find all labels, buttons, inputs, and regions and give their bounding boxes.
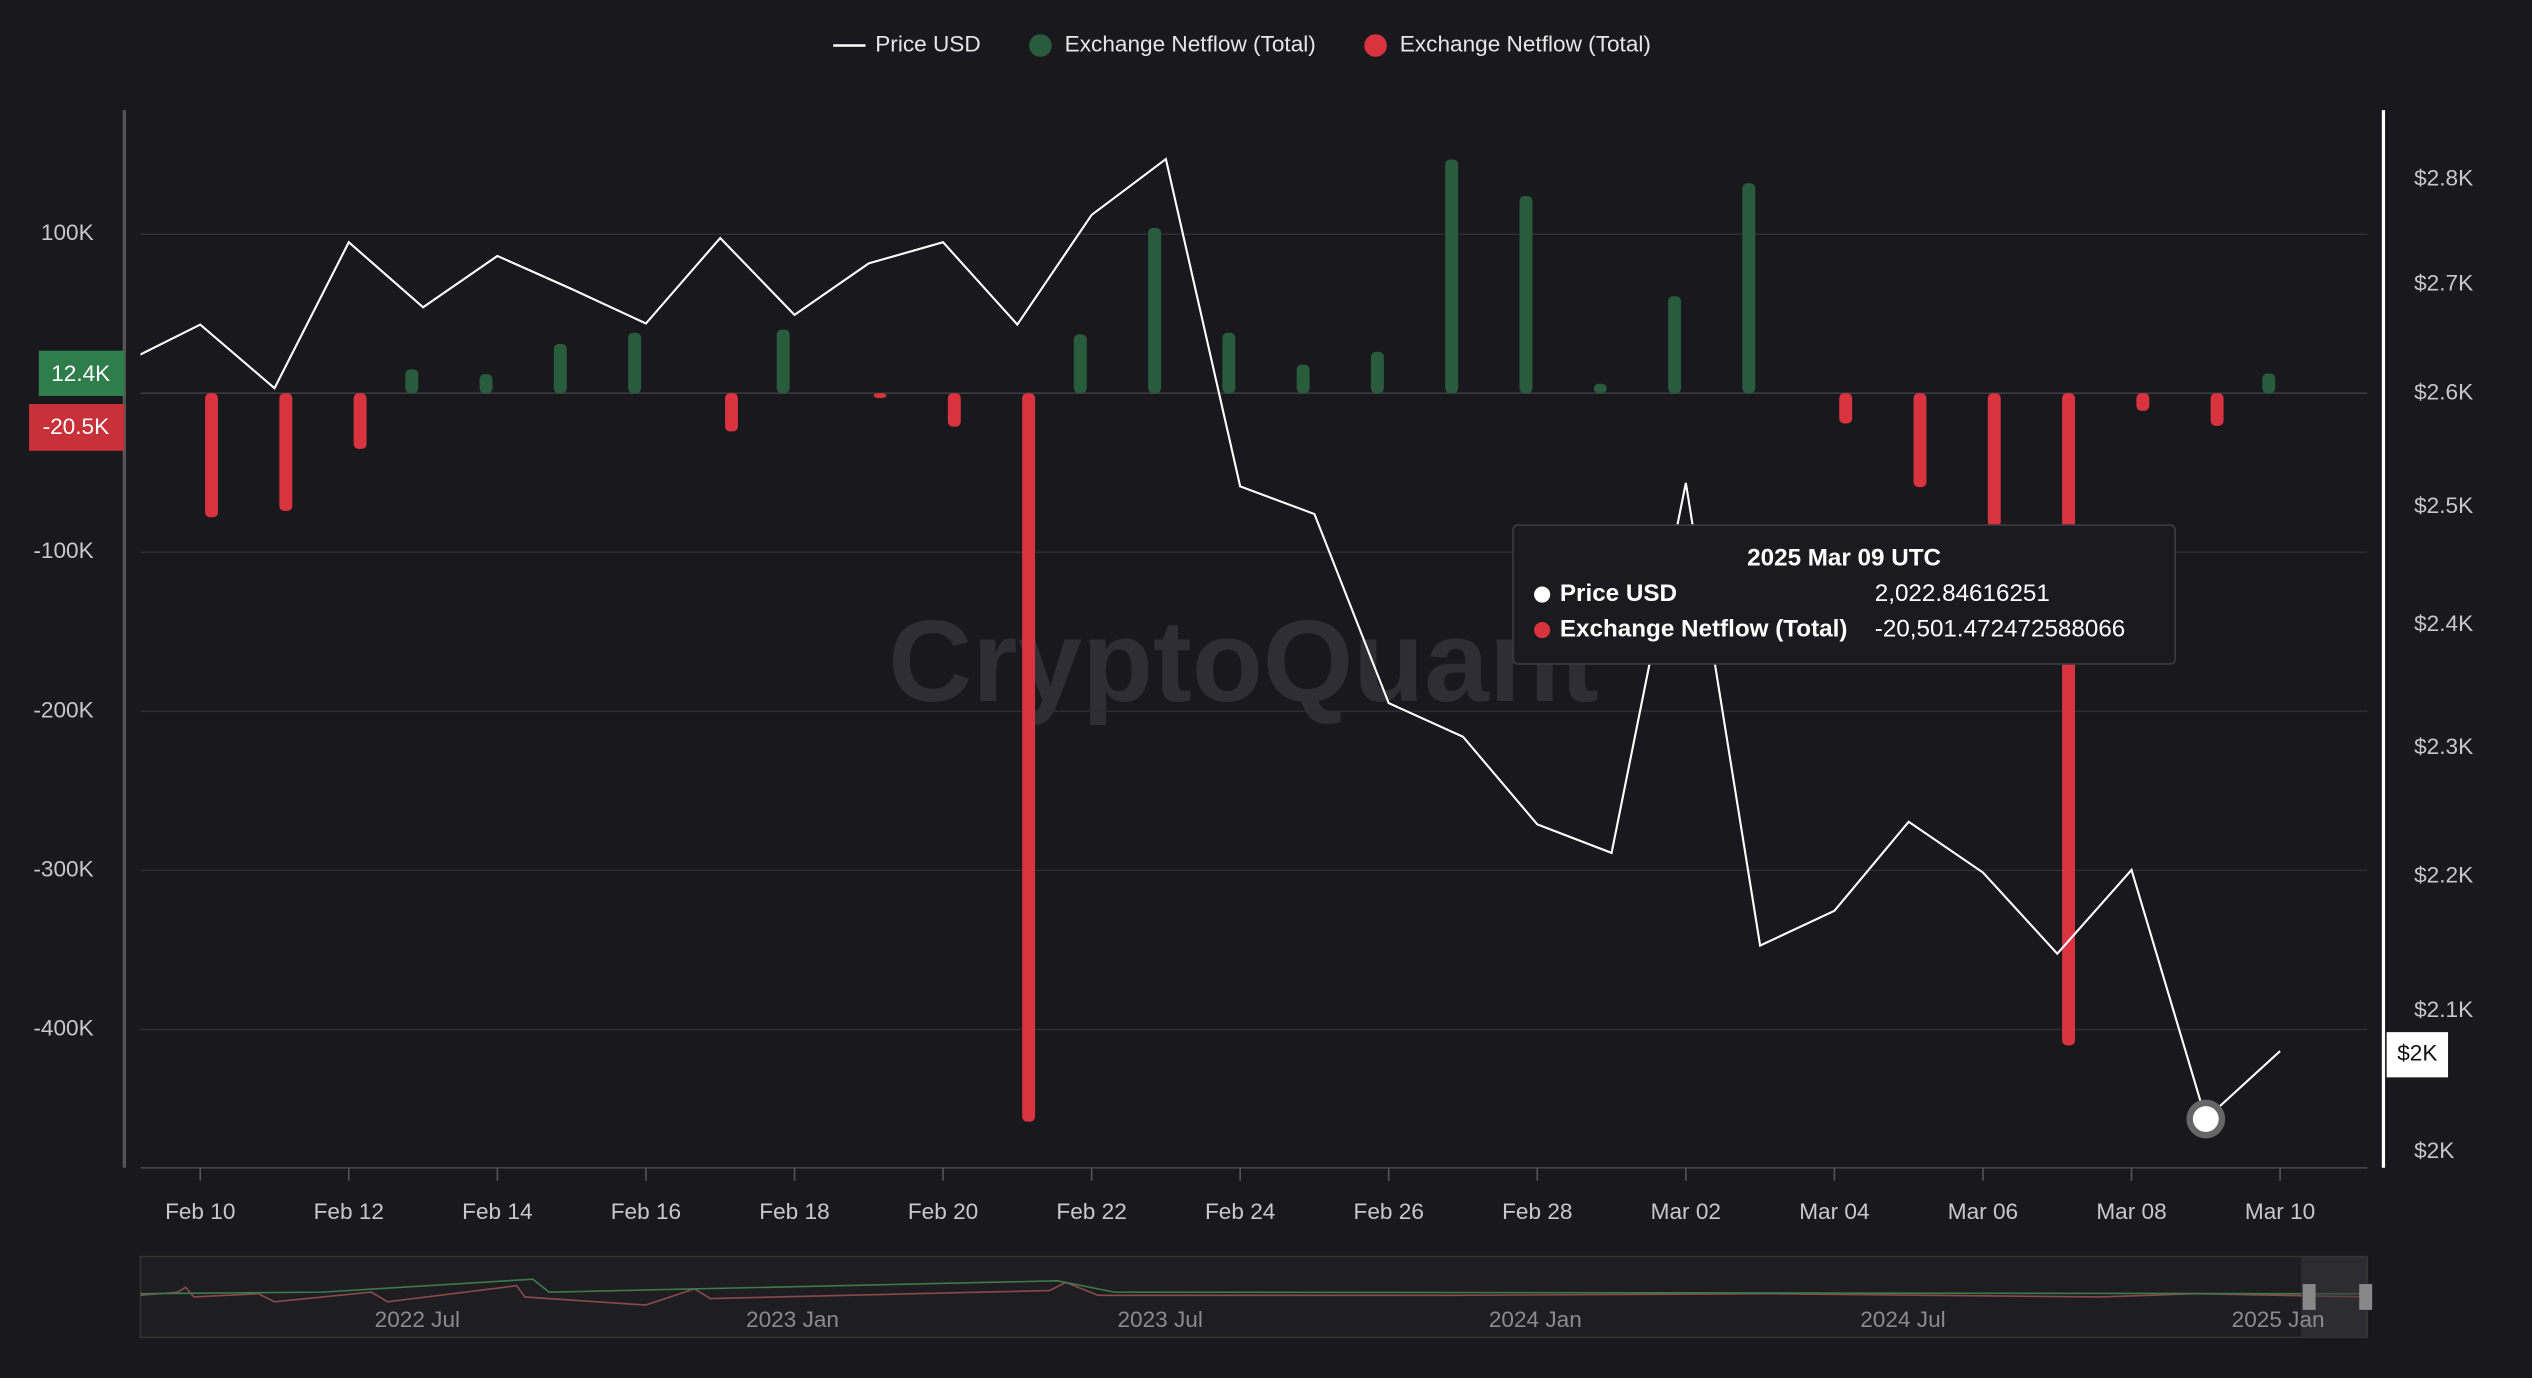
bar	[1519, 196, 1533, 394]
y2-tick-label: $2.1K	[2414, 997, 2473, 1022]
navigator	[139, 1255, 2373, 1339]
x-tick-label: Feb 16	[611, 1199, 681, 1224]
tooltip-value: 2,022.84616251	[1875, 580, 2050, 607]
navigator-label: 2024 Jul	[1860, 1307, 1945, 1332]
navigator-label: 2022 Jul	[375, 1307, 460, 1332]
y2-tick-label: $2.6K	[2414, 380, 2473, 405]
bar	[725, 393, 738, 432]
y2-tick-label: $2.7K	[2414, 271, 2473, 296]
bar	[1987, 393, 2001, 527]
legend-swatch	[1364, 34, 1387, 57]
x-tick-label: Feb 10	[165, 1199, 235, 1224]
y2-tick-label: $2.3K	[2414, 734, 2473, 759]
bar	[628, 332, 642, 394]
legend-label[interactable]: Exchange Netflow (Total)	[1400, 31, 1651, 56]
y-tick-label: -300K	[33, 856, 93, 881]
bar	[1742, 183, 1756, 394]
y2-tick-label: $2.2K	[2414, 862, 2473, 887]
bar	[1445, 159, 1459, 394]
axis-tag	[29, 403, 125, 451]
axis-tag	[38, 350, 125, 396]
x-tick-label: Feb 28	[1502, 1199, 1572, 1224]
y2-tick-label: $2.8K	[2414, 166, 2473, 191]
bar	[873, 393, 887, 399]
y2-tick-label: $2K	[2414, 1138, 2454, 1163]
bar	[205, 393, 218, 518]
bar	[1593, 383, 1607, 394]
bar	[947, 393, 961, 427]
x-tick-label: Feb 12	[314, 1199, 384, 1224]
x-tick-label: Feb 24	[1205, 1199, 1275, 1224]
tooltip-label: Exchange Netflow (Total)	[1560, 615, 1848, 642]
bar	[1022, 393, 1036, 1122]
x-tick-label: Mar 06	[1948, 1199, 2018, 1224]
y2-tick-label: $2.4K	[2414, 611, 2473, 636]
navigator-label: 2025 Jan	[2232, 1307, 2325, 1332]
axis-tag	[2386, 1032, 2449, 1078]
axis-tag-label: -20.5K	[43, 414, 110, 439]
watermark: CryptoQuant	[888, 596, 1598, 726]
x-tick-label: Mar 02	[1651, 1199, 1721, 1224]
bar	[479, 374, 493, 394]
tooltip-value: -20,501.472472588066	[1875, 615, 2126, 642]
x-tick-label: Feb 14	[462, 1199, 532, 1224]
x-tick-label: Feb 22	[1056, 1199, 1126, 1224]
x-tick-label: Mar 10	[2245, 1199, 2315, 1224]
legend-label[interactable]: Price USD	[875, 31, 980, 56]
bar	[553, 343, 567, 394]
price-line	[140, 157, 2281, 1121]
tooltip-title: 2025 Mar 09 UTC	[1747, 544, 1941, 571]
y-tick-label: 100K	[41, 220, 94, 245]
bar	[1839, 393, 1853, 424]
legend-swatch	[1029, 34, 1052, 57]
bar	[776, 329, 790, 394]
x-tick-label: Feb 26	[1354, 1199, 1424, 1224]
bar	[2210, 393, 2224, 426]
highlight-point	[2186, 1099, 2226, 1139]
y-tick-label: -200K	[33, 697, 93, 722]
x-tick-label: Feb 20	[908, 1199, 978, 1224]
y-tick-label: -400K	[33, 1015, 93, 1040]
bar	[405, 369, 419, 394]
y2-tick-label: $2.5K	[2414, 493, 2473, 518]
bar	[1148, 227, 1162, 394]
axis-tag-label: 12.4K	[51, 361, 110, 386]
axis-tag-label: $2K	[2397, 1041, 2437, 1066]
bar	[353, 393, 367, 449]
tooltip-label: Price USD	[1560, 580, 1677, 607]
bar	[1222, 332, 1236, 394]
bar	[1073, 334, 1087, 394]
bar	[1913, 393, 1927, 488]
bar	[1668, 296, 1682, 394]
x-tick-label: Feb 18	[759, 1199, 829, 1224]
bar	[1296, 364, 1310, 394]
x-tick-label: Mar 04	[1799, 1199, 1869, 1224]
bar	[2136, 393, 2150, 411]
y-tick-label: -100K	[33, 538, 93, 563]
legend-label[interactable]: Exchange Netflow (Total)	[1065, 31, 1316, 56]
navigator-label: 2023 Jul	[1117, 1307, 1202, 1332]
navigator-label: 2023 Jan	[746, 1307, 839, 1332]
x-tick-label: Mar 08	[2096, 1199, 2166, 1224]
bar	[2262, 373, 2276, 394]
bar	[279, 393, 293, 511]
navigator-label: 2024 Jan	[1489, 1307, 1582, 1332]
bar	[1370, 351, 1384, 394]
tooltip: 2025 Mar 09 UTC Price USD 2,022.84616251…	[1512, 524, 2176, 665]
